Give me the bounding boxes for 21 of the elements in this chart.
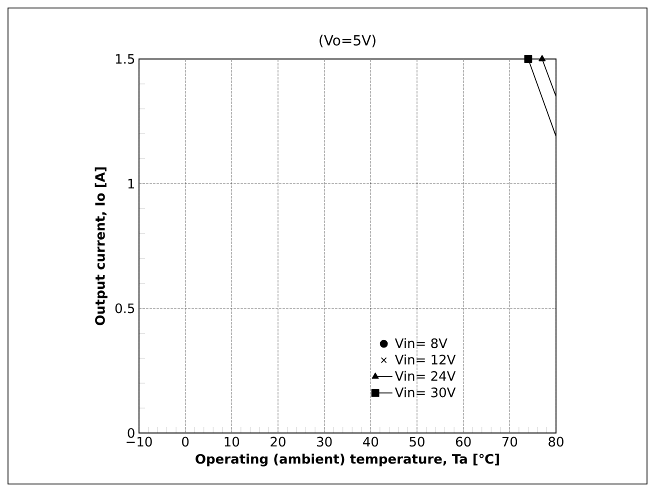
y-tick-label: 0.5 — [115, 303, 134, 314]
x-tick-label: −10 — [126, 436, 152, 447]
x-axis-title: Operating (ambient) temperature, Ta [℃] — [196, 454, 499, 466]
legend-label: Vin= 8V — [394, 338, 448, 348]
x-tick-label: 30 — [317, 436, 332, 447]
x-tick-label: 40 — [363, 436, 378, 447]
chart-title: (Vo=5V) — [320, 34, 376, 48]
x-tick-label: 60 — [456, 436, 471, 447]
x-tick-label: 70 — [502, 436, 518, 447]
y-tick-label: 1.5 — [116, 54, 134, 64]
x-tick-label: 20 — [270, 436, 286, 447]
legend-label: Vin= 24V — [394, 370, 456, 381]
legend-label: Vin= 12V — [394, 354, 456, 364]
x-tick-label: 10 — [224, 436, 240, 447]
x-tick-label: 50 — [410, 436, 424, 447]
y-tick-label: 0 — [128, 428, 134, 438]
y-tick-label: 1 — [128, 178, 134, 188]
legend-label: Vin= 30V — [394, 387, 456, 398]
x-tick-label: 80 — [548, 436, 564, 447]
y-axis-title: Output current, Io [A] — [94, 167, 108, 326]
x-tick-label: 0 — [182, 436, 189, 447]
